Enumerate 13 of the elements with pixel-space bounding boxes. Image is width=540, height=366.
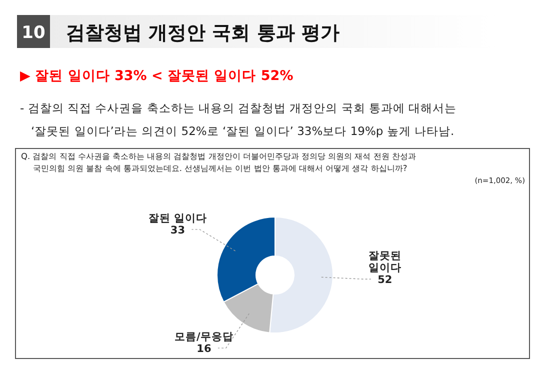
data-label: 16 [196, 343, 212, 356]
slice-label: 잘못된 일이다 [368, 250, 402, 274]
chart-title: 검찰청법 개정안 국회 통과 평가 [66, 22, 340, 44]
data-label: 52 [378, 274, 392, 286]
data-label: 33 [170, 224, 186, 236]
chart-subtitle: ▶ 잘된 일이다 33% < 잘못된 일이다 52% [20, 68, 294, 84]
slice-label: 모름/무응답 [174, 331, 234, 344]
text: - 검찰의 직접 수사권을 축소하는 내용의 검찰청법 개정안의 국회 통과에 대해서는 [20, 101, 457, 115]
slice-label: 잘된 일이다 [148, 212, 208, 224]
text: ‘잘못된 일이다’라는 의견이 52%로 ‘잘된 일이다’ 33%보다 19%p 높게 나타남. [31, 124, 454, 138]
text: 10 [22, 23, 46, 43]
text: Q. 검찰의 직접 수사권을 축소하는 내용의 검찰청법 개정안이 더불어민주당과 정의당 의원의 재석 전원 찬성과 [21, 151, 416, 161]
text: 국민의힘 의원 불참 속에 통과되었는데요. 선생님께서는 이번 법안 통과에 대해서 어떻게 생각 하십니까? [33, 163, 408, 173]
